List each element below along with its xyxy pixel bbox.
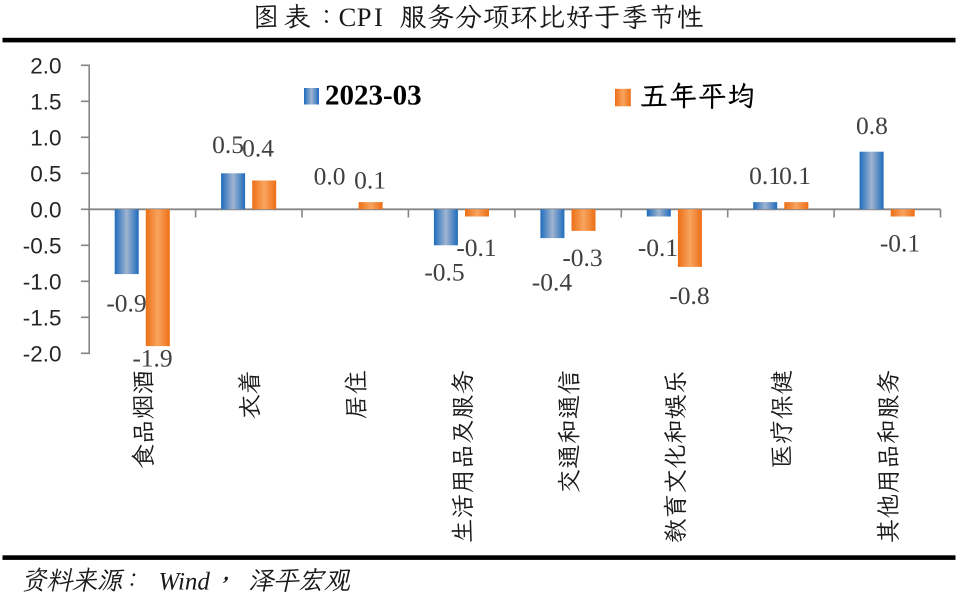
svg-text:-0.3: -0.3: [562, 243, 602, 272]
svg-text:-0.9: -0.9: [106, 289, 146, 318]
svg-text:0.0: 0.0: [314, 162, 346, 191]
svg-text:0.1: 0.1: [749, 161, 781, 190]
svg-text:1.0: 1.0: [30, 126, 61, 151]
svg-text:2023-03: 2023-03: [325, 80, 422, 112]
svg-text:2.0: 2.0: [30, 54, 61, 79]
svg-text:0.8: 0.8: [856, 111, 888, 140]
svg-text:-2.0: -2.0: [23, 342, 62, 367]
svg-text:-0.4: -0.4: [532, 267, 573, 296]
svg-text:-0.5: -0.5: [23, 234, 62, 259]
svg-text:-1.0: -1.0: [23, 270, 62, 295]
svg-text:Wind: Wind: [159, 569, 211, 596]
svg-text:-1.9: -1.9: [132, 344, 172, 373]
svg-text:-0.1: -0.1: [880, 229, 920, 258]
svg-text:-1.5: -1.5: [23, 306, 62, 331]
svg-text:CPI: CPI: [339, 2, 383, 32]
svg-text:0.4: 0.4: [242, 134, 274, 163]
svg-text:0.1: 0.1: [779, 161, 811, 190]
svg-text:1.5: 1.5: [30, 90, 61, 115]
svg-text:0.5: 0.5: [30, 162, 61, 187]
svg-text:0.1: 0.1: [354, 166, 386, 195]
svg-text:0.5: 0.5: [212, 130, 244, 159]
svg-text:-0.5: -0.5: [424, 257, 464, 286]
svg-text:0.0: 0.0: [30, 198, 61, 223]
svg-text:-0.1: -0.1: [638, 233, 678, 262]
svg-text:-0.8: -0.8: [669, 281, 709, 310]
svg-text:-0.1: -0.1: [456, 233, 496, 262]
